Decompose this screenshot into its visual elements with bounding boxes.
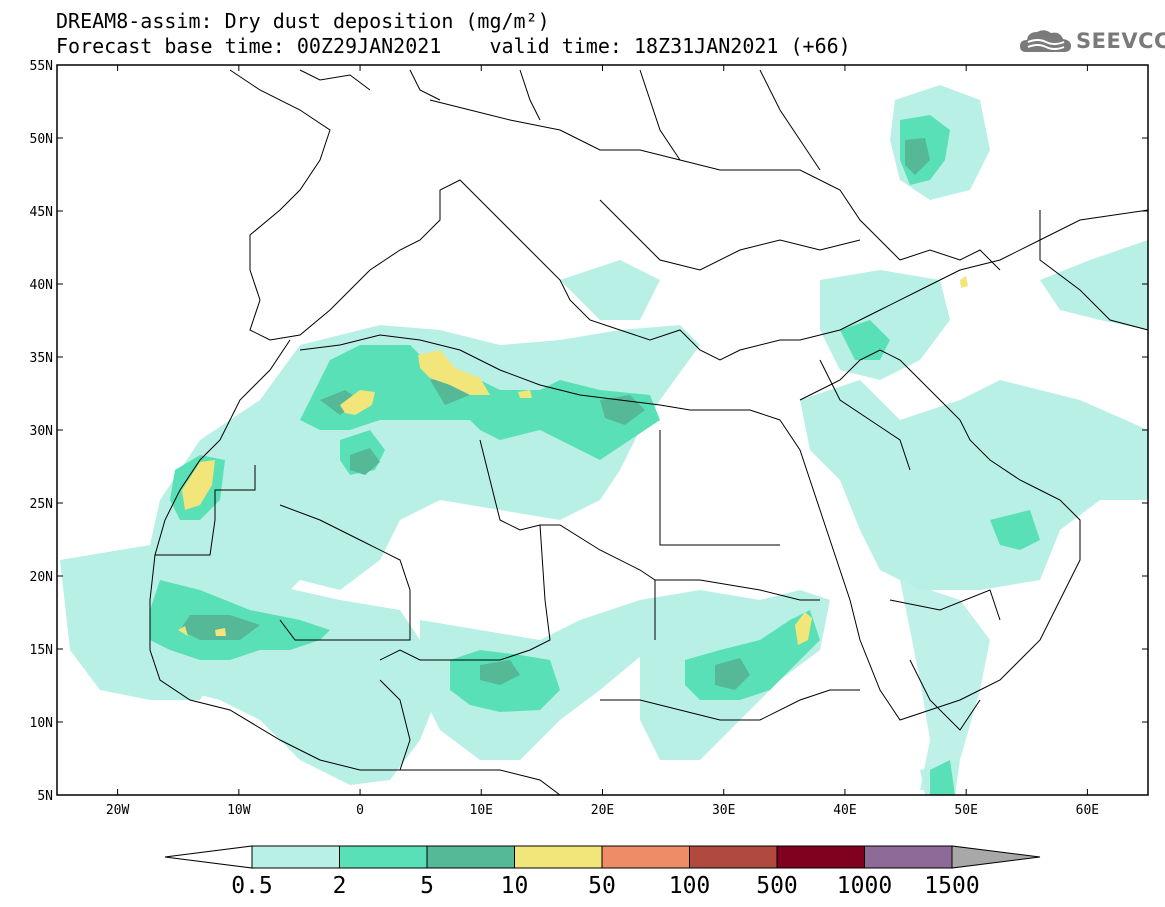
seevccc-logo: SEEVCCC [1018, 24, 1165, 60]
colorbar-box [601, 845, 690, 869]
colorbar-level-label: 10 [501, 873, 529, 899]
colorbar-under-triangle [164, 845, 253, 869]
colorbar-box [689, 845, 778, 869]
deposition-band-5-10 [180, 138, 930, 690]
latitude-axis: 5N 10N 15N 20N 25N 30N 35N 40N 45N 50N 55N [30, 59, 1148, 804]
deposition-band-10-50 [178, 276, 968, 645]
colorbar-box [251, 845, 340, 869]
map-title: DREAM8-assim: Dry dust deposition (mg/m²… [56, 9, 550, 33]
lat-label: 25N [30, 497, 53, 512]
lon-label: 30E [712, 803, 735, 818]
logo-text: SEEVCCC [1076, 29, 1165, 53]
lat-label: 40N [30, 278, 53, 293]
colorbar-level-label: 500 [756, 873, 798, 899]
lon-label: 50E [954, 803, 977, 818]
colorbar-level-label: 1000 [837, 873, 892, 899]
lat-label: 20N [30, 570, 53, 585]
colorbar-box [864, 845, 953, 869]
longitude-axis: 20W 10W 0 10E 20E 30E 40E 50E 60E [106, 65, 1099, 818]
country-boundaries [149, 69, 1148, 795]
colorbar-box [514, 845, 603, 869]
lat-label: 15N [30, 643, 53, 658]
colorbar-box [426, 845, 515, 869]
lon-label: 40E [833, 803, 856, 818]
colorbar-level-label: 2 [333, 873, 347, 899]
lon-label: 20E [591, 803, 614, 818]
colorbar-level-label: 100 [669, 873, 711, 899]
colorbar-labels: 0.5 2 5 10 50 100 500 1000 1500 [231, 873, 979, 899]
dust-fields [60, 85, 1148, 795]
colorbar-over-triangle [951, 845, 1041, 869]
colorbar-boxes [164, 845, 1041, 869]
colorbar-box [776, 845, 865, 869]
lon-label: 20W [106, 803, 130, 818]
lat-label: 50N [30, 132, 53, 147]
lat-label: 45N [30, 205, 53, 220]
lon-label: 10W [227, 803, 251, 818]
map-subtitle: Forecast base time: 00Z29JAN2021 valid t… [56, 34, 851, 58]
lat-label: 55N [30, 59, 53, 74]
colorbar-level-label: 1500 [924, 873, 979, 899]
cloud-logo-icon [1020, 30, 1071, 52]
lon-label: 60E [1076, 803, 1099, 818]
colorbar-box [339, 845, 428, 869]
lon-label: 10E [470, 803, 493, 818]
lat-label: 35N [30, 351, 53, 366]
colorbar-level-label: 0.5 [231, 873, 273, 899]
lat-label: 5N [37, 789, 53, 804]
colorbar-level-label: 5 [420, 873, 434, 899]
colorbar-level-label: 50 [588, 873, 616, 899]
lat-label: 30N [30, 424, 53, 439]
lon-label: 0 [356, 803, 364, 818]
lat-label: 10N [30, 716, 53, 731]
